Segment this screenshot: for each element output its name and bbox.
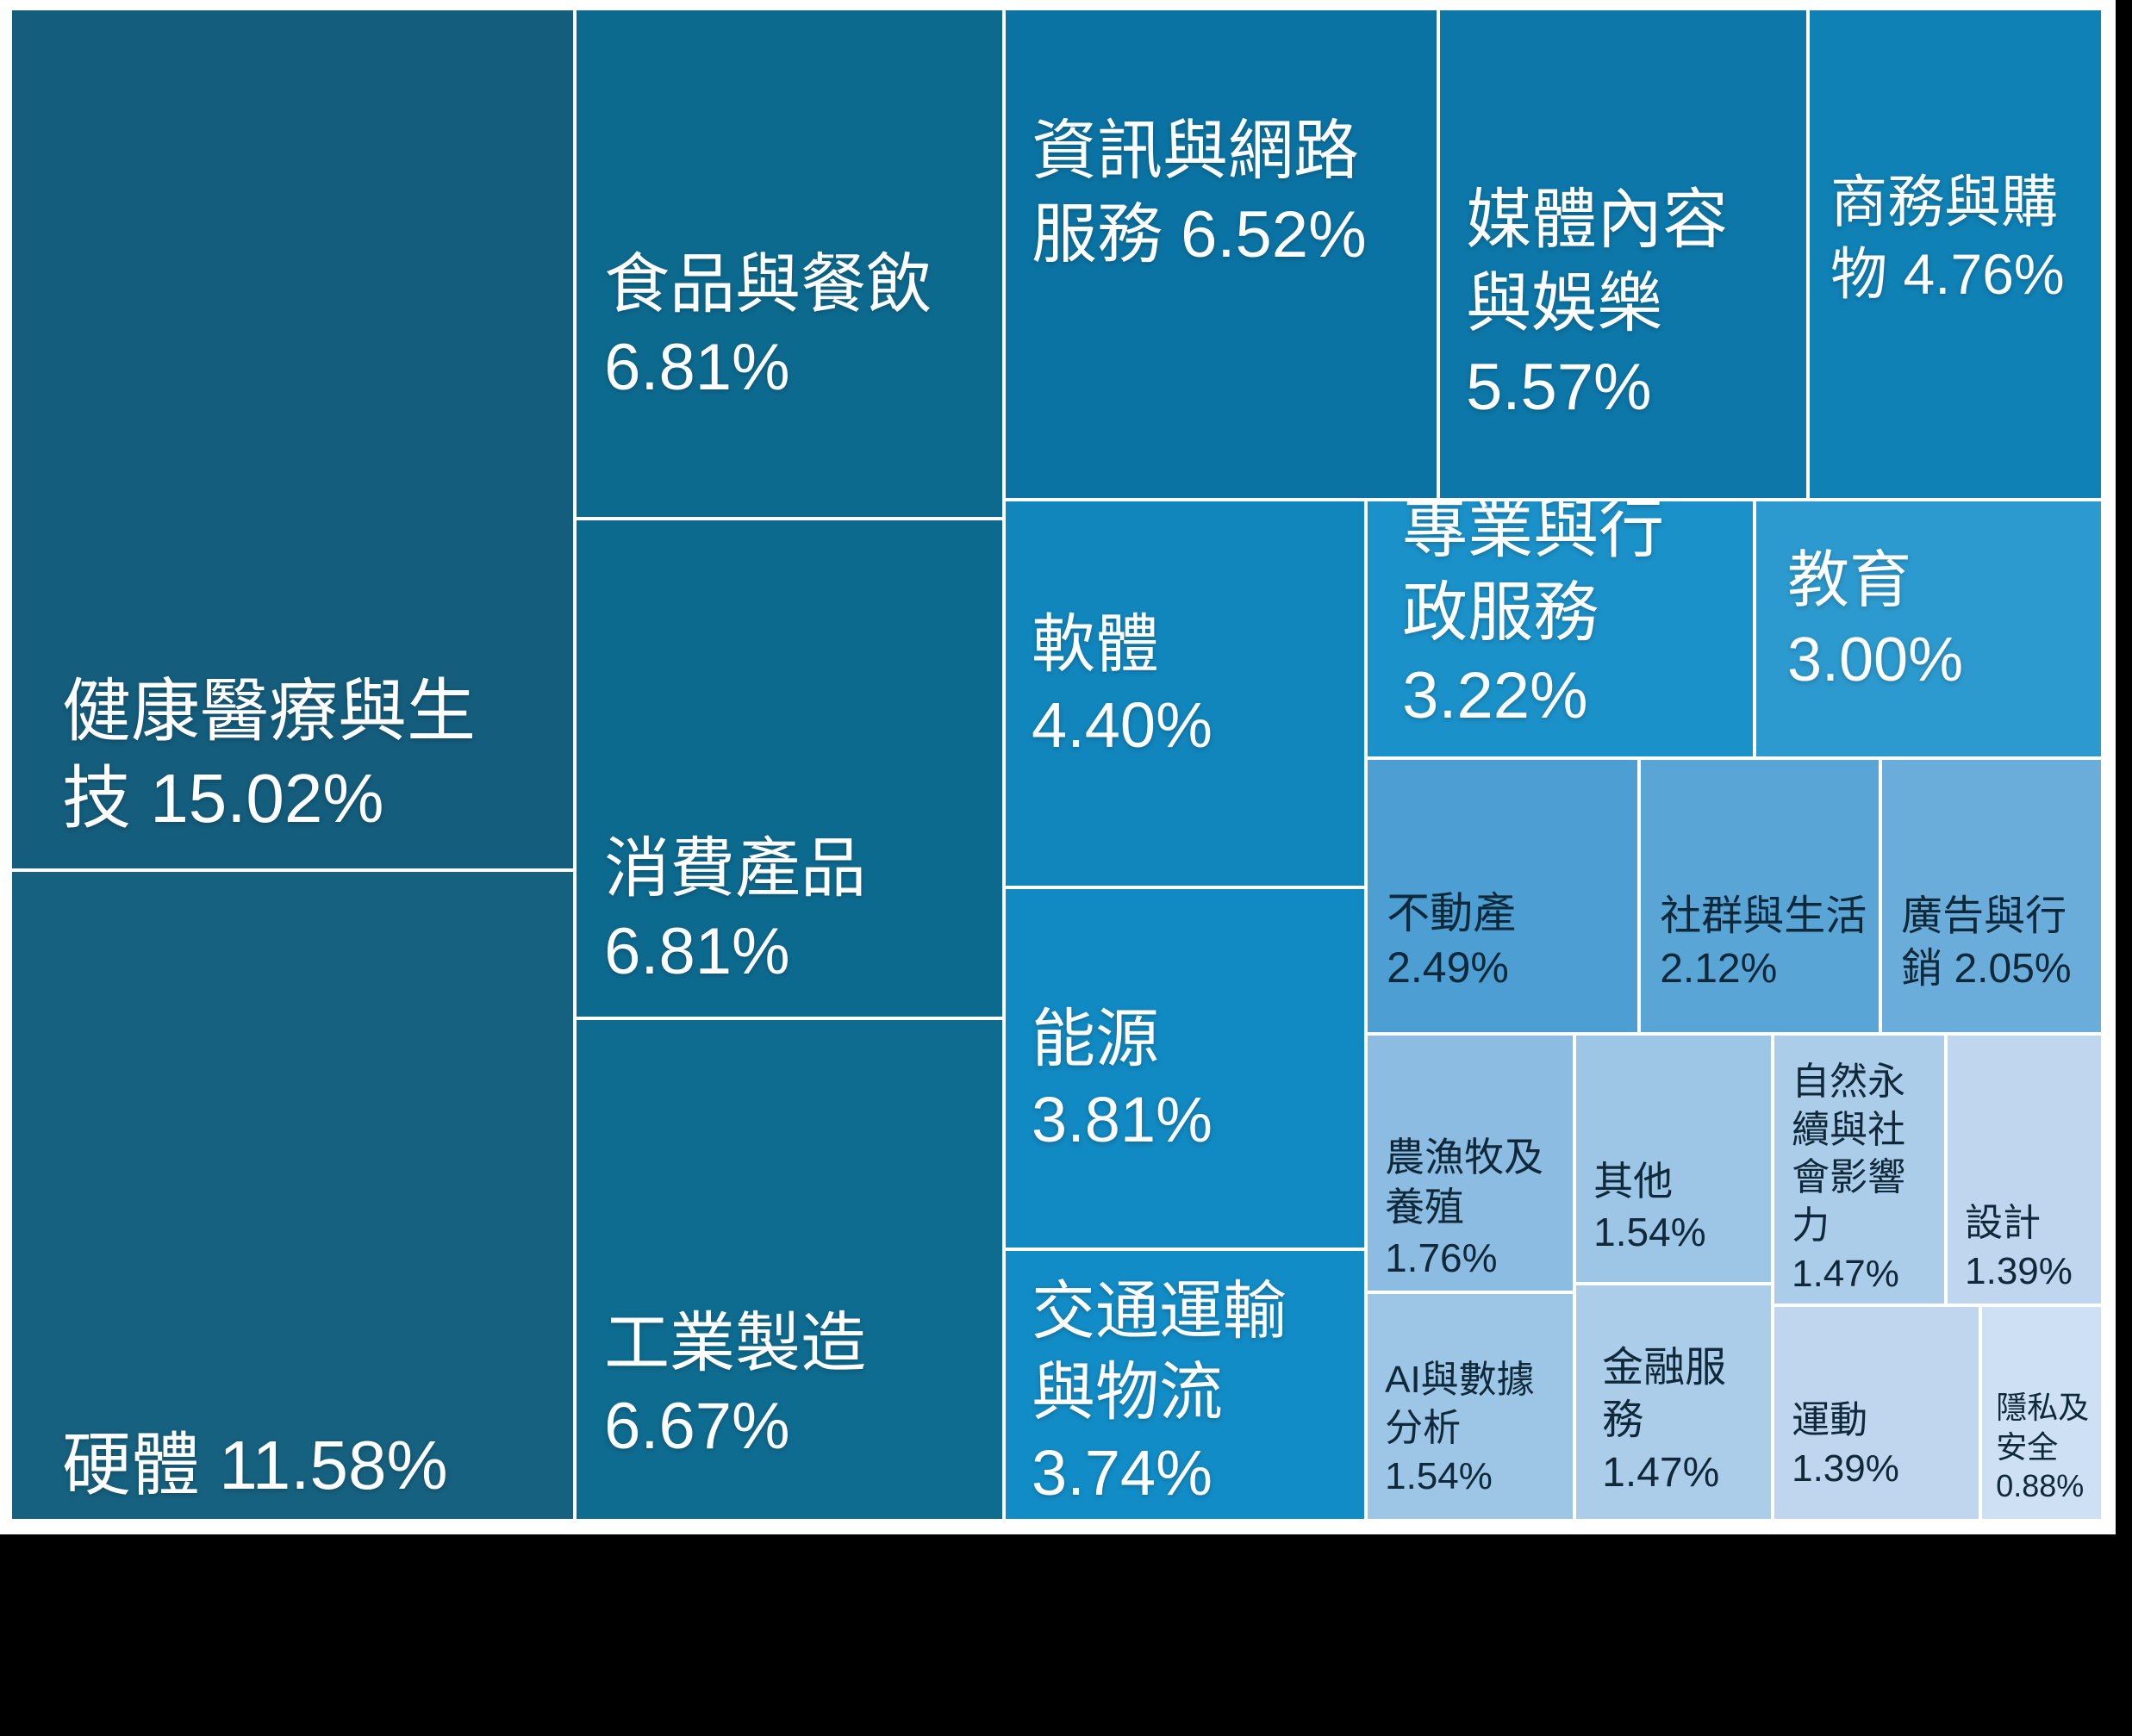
treemap-cell-label: 消費產品 6.81%	[604, 831, 867, 989]
treemap-cell-label: 社群與生活 2.12%	[1660, 893, 1867, 992]
treemap-cell-label: 工業製造 6.67%	[604, 1306, 867, 1464]
slide-background: 健康醫療與生技 15.02% 硬體 11.58% 食品與餐飲 6.81% 消費產品 6…	[0, 0, 2116, 1534]
treemap-cell[interactable]: 消費產品 6.81%	[575, 518, 1005, 1018]
treemap-cell[interactable]: 軟體 4.40%	[1004, 500, 1367, 887]
treemap-cell[interactable]: 工業製造 6.67%	[575, 1017, 1005, 1521]
treemap-cell-label: 設計 1.39%	[1965, 1202, 2073, 1293]
treemap-cell[interactable]: 自然永續與社會影響力 1.47%	[1773, 1034, 1947, 1306]
treemap-cell-label: 不動產 2.49%	[1387, 888, 1517, 992]
treemap-cell[interactable]: 運動 1.39%	[1773, 1304, 1981, 1521]
treemap-cell[interactable]: 不動產 2.49%	[1366, 757, 1640, 1034]
treemap-cell-label: 硬體 11.58%	[62, 1427, 448, 1504]
treemap-cell-label: 能源 3.81%	[1032, 1003, 1212, 1155]
treemap-cell-label: 媒體內容與娛樂 5.57%	[1466, 184, 1729, 424]
treemap-cell[interactable]: 資訊與網路服務 6.52%	[1004, 9, 1439, 501]
treemap-cell-label: 資訊與網路服務 6.52%	[1032, 114, 1367, 271]
treemap-cell-label: 交通運輸與物流 3.74%	[1032, 1275, 1287, 1509]
treemap-cell[interactable]: 其他 1.54%	[1574, 1034, 1774, 1284]
treemap-cell[interactable]: 硬體 11.58%	[10, 869, 576, 1521]
treemap-cell[interactable]: 食品與餐飲 6.81%	[575, 9, 1005, 519]
treemap-cell[interactable]: 教育 3.00%	[1754, 500, 2103, 758]
treemap-cell[interactable]: 交通運輸與物流 3.74%	[1004, 1248, 1367, 1521]
treemap-cell[interactable]: 能源 3.81%	[1004, 887, 1367, 1249]
treemap-cell[interactable]: 商務與購物 4.76%	[1808, 9, 2103, 501]
treemap-cell-label: 農漁牧及養殖 1.76%	[1385, 1134, 1544, 1280]
treemap-cell-label: AI與數據分析 1.54%	[1385, 1359, 1535, 1498]
treemap-cell[interactable]: AI與數據分析 1.54%	[1366, 1291, 1575, 1521]
treemap-cell-label: 隱私及安全 0.88%	[1996, 1389, 2090, 1504]
treemap-cell[interactable]: 健康醫療與生技 15.02%	[10, 9, 576, 870]
treemap-chart: 健康醫療與生技 15.02% 硬體 11.58% 食品與餐飲 6.81% 消費產品 6…	[10, 9, 2103, 1521]
treemap-cell[interactable]: 隱私及安全 0.88%	[1980, 1304, 2103, 1521]
treemap-cell-label: 廣告與行銷 2.05%	[1901, 893, 2072, 992]
treemap-cell[interactable]: 廣告與行銷 2.05%	[1880, 757, 2103, 1034]
treemap-cell-label: 專業與行政服務 3.22%	[1402, 500, 1665, 733]
treemap-cell-label: 金融服務 1.47%	[1602, 1345, 1727, 1496]
treemap-cell[interactable]: 社群與生活 2.12%	[1639, 757, 1881, 1034]
treemap-cell-label: 其他 1.54%	[1593, 1159, 1706, 1254]
treemap-cell-label: 食品與餐飲 6.81%	[604, 247, 932, 405]
treemap-cell-label: 教育 3.00%	[1786, 546, 1964, 694]
treemap-cell-label: 自然永續與社會影響力 1.47%	[1792, 1060, 1906, 1296]
treemap-cell-label: 運動 1.39%	[1792, 1399, 1899, 1490]
treemap-cell[interactable]: 金融服務 1.47%	[1574, 1283, 1774, 1521]
treemap-cell[interactable]: 設計 1.39%	[1946, 1034, 2103, 1306]
treemap-cell-label: 健康醫療與生技 15.02%	[62, 672, 476, 837]
treemap-cell-label: 商務與購物 4.76%	[1830, 170, 2065, 307]
treemap-cell-label: 軟體 4.40%	[1032, 608, 1212, 762]
treemap-cell[interactable]: 農漁牧及養殖 1.76%	[1366, 1034, 1575, 1292]
treemap-cell[interactable]: 專業與行政服務 3.22%	[1366, 500, 1755, 758]
treemap-cell[interactable]: 媒體內容與娛樂 5.57%	[1438, 9, 1809, 501]
